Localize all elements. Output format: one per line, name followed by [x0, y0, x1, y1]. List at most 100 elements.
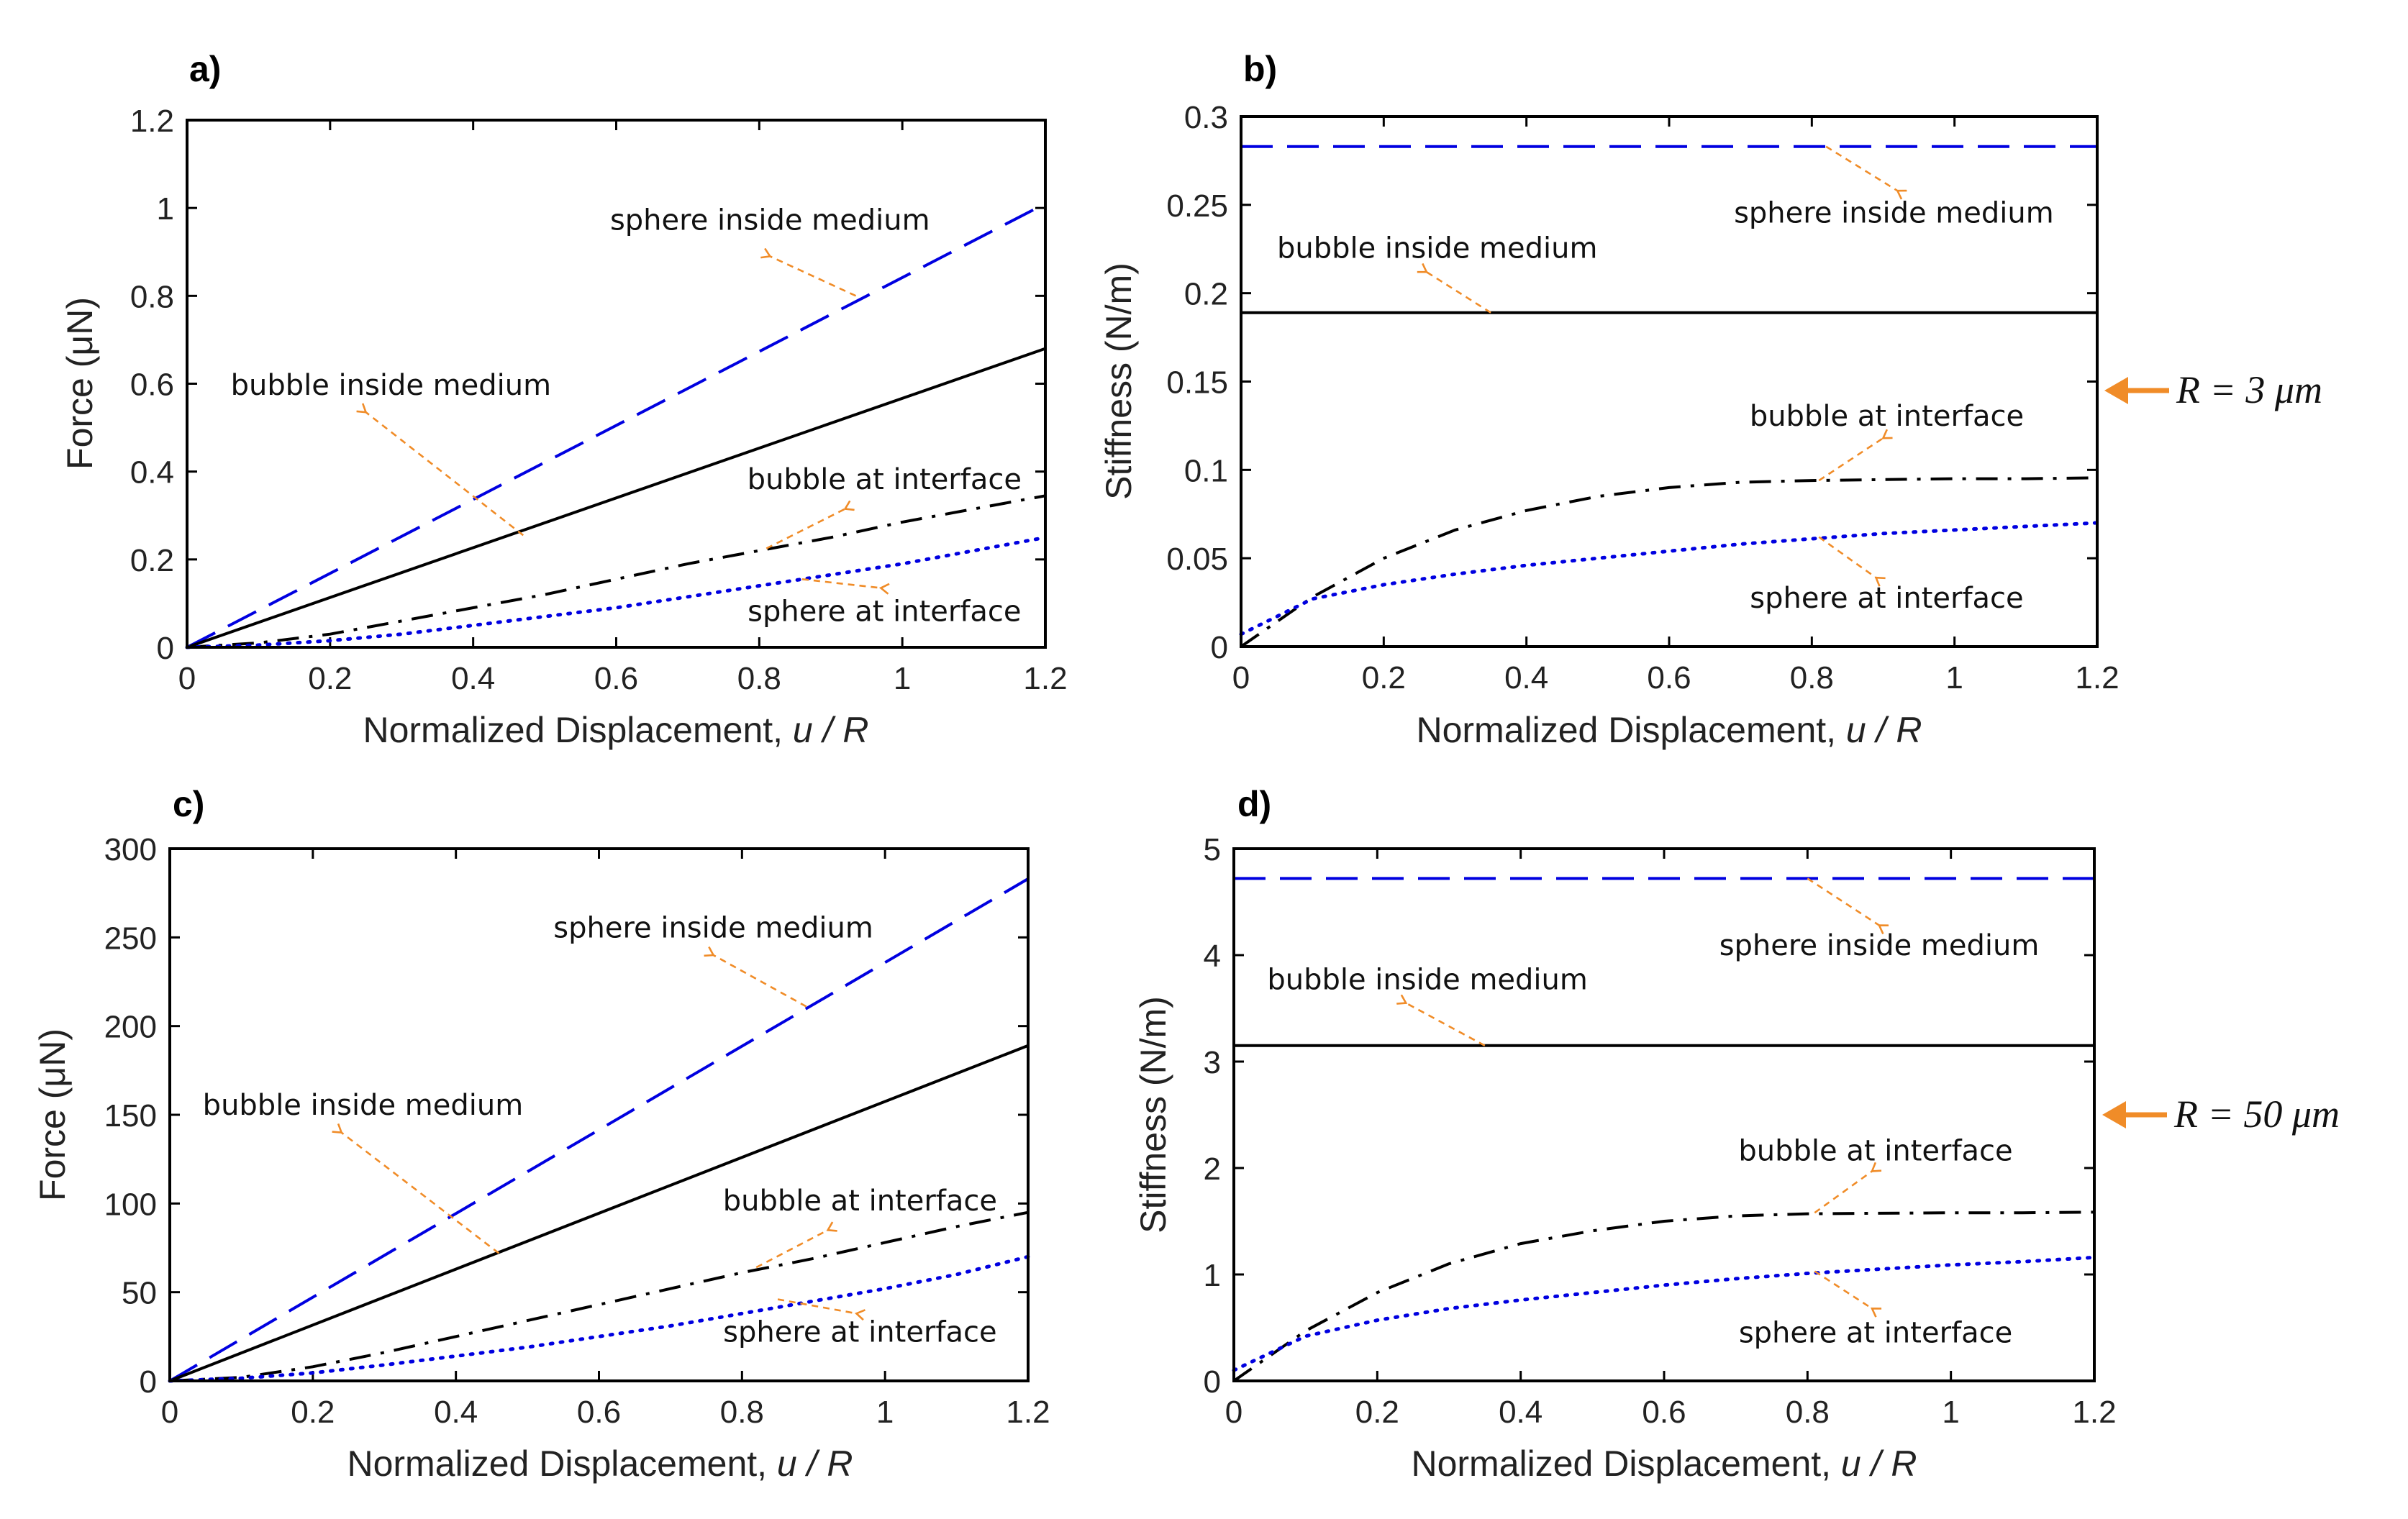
annotation-arrow-icon — [342, 1133, 500, 1254]
y-axis-label: Stiffness (N/m) — [1133, 996, 1173, 1233]
axis-ticks: 0 0.2 0.4 0.6 0.8 1 1.2 0 0.05 0.1 0.15 0.2 0.25 0.3 — [1166, 100, 2119, 695]
x-tick-label: 1.2 — [2075, 660, 2119, 695]
annotation-label: bubble inside medium — [1267, 963, 1588, 996]
panel-c: c) 0 0.2 0.4 0.6 0.8 1 1.2 0 50 100 150 200 250 300 s… — [32, 784, 1050, 1484]
annotation-label: bubble at interface — [1738, 1135, 2012, 1168]
x-tick-label: 0.4 — [451, 661, 495, 696]
annotation-label: sphere at interface — [1739, 1317, 2012, 1350]
annotation-arrow-icon — [1814, 1171, 1872, 1214]
y-tick-label: 0.1 — [1184, 453, 1228, 488]
x-tick-label: 0 — [1225, 1395, 1242, 1430]
annotation-label: bubble inside medium — [1277, 232, 1598, 265]
plot-frame — [186, 119, 1047, 649]
y-tick-label: 0.4 — [130, 455, 174, 491]
x-tick-label: 0.2 — [291, 1395, 335, 1430]
y-axis-label: Force (μN) — [60, 297, 100, 470]
annotation-label: sphere inside medium — [610, 204, 930, 237]
y-tick-label: 0.25 — [1166, 188, 1228, 224]
annotations: sphere inside medium bubble inside medium… — [203, 911, 997, 1349]
y-tick-label: 4 — [1204, 939, 1221, 974]
x-tick-label: 1.2 — [2072, 1395, 2116, 1430]
x-tick-label: 0.4 — [1504, 660, 1548, 695]
y-tick-label: 0.6 — [130, 368, 174, 403]
y-axis-label: Stiffness (N/m) — [1099, 263, 1139, 500]
panel-label: d) — [1237, 784, 1271, 824]
panel-label: b) — [1243, 49, 1277, 89]
axis-ticks: 0 0.2 0.4 0.6 0.8 1 1.2 0 0.2 0.4 0.6 0.8 1 1.2 — [130, 104, 1068, 696]
series-line-sphere-inside-medium — [186, 202, 1046, 649]
x-tick-label: 0 — [178, 661, 196, 696]
annotation-arrow-icon — [777, 1298, 856, 1314]
x-tick-label: 0.6 — [577, 1395, 621, 1430]
annotation-arrow-icon — [1814, 1270, 1872, 1309]
annotation-arrow-icon — [755, 1230, 827, 1269]
x-tick-label: 1 — [876, 1395, 894, 1430]
x-tick-label: 0 — [1232, 660, 1250, 695]
data-series — [185, 202, 1048, 649]
radius-arrowhead-icon — [2104, 377, 2128, 404]
y-tick-label: 0.2 — [130, 543, 174, 578]
series-line-bubble-inside-medium — [169, 1044, 1029, 1382]
annotation-arrow-icon — [714, 955, 807, 1008]
x-axis-label: Normalized Displacement, u / R — [1416, 710, 1922, 750]
annotation-label: bubble at interface — [748, 463, 1022, 496]
series-line-sphere-inside-medium — [168, 877, 1030, 1382]
radius-arrowhead-icon — [2102, 1101, 2126, 1128]
plot-frame — [1240, 115, 2099, 648]
x-tick-label: 1 — [1945, 660, 1963, 695]
annotation-arrow-icon — [366, 412, 524, 537]
x-tick-label: 0.6 — [594, 661, 638, 696]
y-axis-label: Force (μN) — [32, 1028, 73, 1201]
x-tick-label: 0.8 — [737, 661, 781, 696]
series-line-bubble-at-interface — [1232, 1210, 2095, 1382]
x-tick-label: 1 — [894, 661, 911, 696]
annotation-label: bubble at interface — [723, 1185, 997, 1218]
annotation-arrow-icon — [801, 578, 881, 588]
x-tick-label: 0.4 — [1499, 1395, 1543, 1430]
panel-a: a) 0 0.2 0.4 0.6 0.8 1 1.2 0 0.2 0.4 0.6 0.8 1 1.2 sp… — [60, 49, 1068, 750]
x-tick-label: 0.8 — [1786, 1395, 1830, 1430]
annotations: sphere inside medium bubble inside medium… — [231, 204, 1022, 629]
y-tick-label: 0 — [1211, 630, 1228, 665]
radius-indicator: R = 3 μm — [2104, 368, 2322, 411]
radius-label: R = 50 μm — [2173, 1093, 2340, 1136]
y-tick-label: 50 — [122, 1276, 157, 1311]
x-tick-label: 0.8 — [720, 1395, 764, 1430]
data-series — [1239, 145, 2099, 648]
x-tick-label: 0.2 — [308, 661, 352, 696]
annotation-arrow-icon — [1406, 1003, 1486, 1046]
plot-frame — [168, 847, 1030, 1382]
series-line-sphere-at-interface — [1232, 1255, 2096, 1372]
y-tick-label: 0 — [1204, 1364, 1221, 1400]
series-line-bubble-inside-medium — [186, 347, 1046, 649]
y-tick-label: 0.05 — [1166, 542, 1228, 577]
radius-indicator: R = 50 μm — [2102, 1093, 2340, 1136]
x-tick-label: 1.2 — [1006, 1395, 1050, 1430]
y-tick-label: 1 — [1204, 1258, 1221, 1293]
data-series — [168, 877, 1030, 1383]
annotation-arrow-icon — [1818, 536, 1876, 578]
panel-b: b) 0 0.2 0.4 0.6 0.8 1 1.200.050.10.150.20.250… — [1099, 49, 2322, 750]
y-tick-label: 0.8 — [130, 279, 174, 314]
radius-label: R = 3 μm — [2176, 368, 2322, 411]
x-tick-label: 0.2 — [1355, 1395, 1399, 1430]
annotation-arrow-icon — [1825, 145, 1897, 191]
annotation-arrow-icon — [1818, 438, 1883, 482]
annotation-label: sphere at interface — [748, 595, 1021, 628]
x-tick-label: 0.4 — [434, 1395, 478, 1430]
y-tick-label: 0.2 — [1184, 277, 1228, 312]
annotation-label: bubble inside medium — [231, 369, 552, 402]
annotation-arrow-icon — [770, 256, 857, 297]
y-tick-label: 2 — [1204, 1151, 1221, 1187]
panel-label: c) — [173, 784, 204, 824]
y-tick-label: 0.3 — [1184, 100, 1228, 135]
annotation-label: sphere at interface — [1750, 582, 2023, 615]
annotation-label: sphere at interface — [723, 1316, 996, 1349]
x-tick-label: 0.2 — [1362, 660, 1406, 695]
y-tick-label: 250 — [104, 921, 157, 956]
annotation-label: bubble inside medium — [203, 1089, 524, 1122]
y-tick-label: 3 — [1204, 1045, 1221, 1080]
x-tick-label: 0 — [161, 1395, 178, 1430]
y-tick-label: 0 — [140, 1364, 157, 1400]
